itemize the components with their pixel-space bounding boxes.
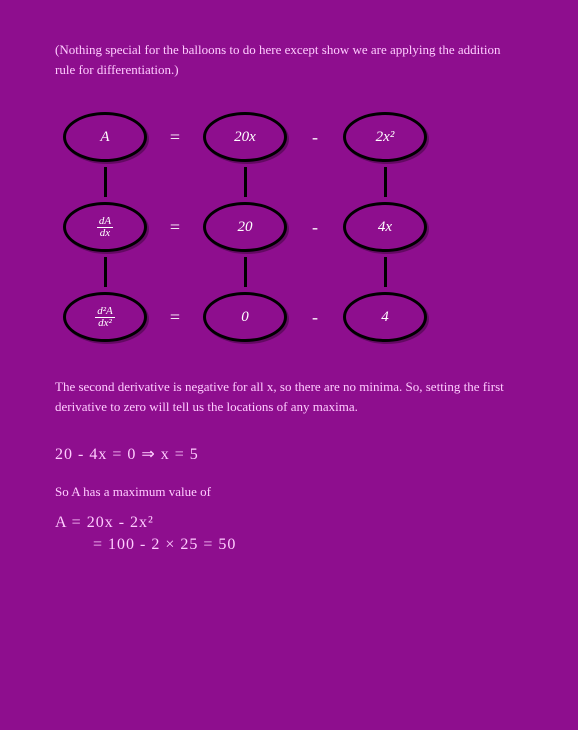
op-minus-3: - [312, 307, 318, 328]
equation-A-line2: = 100 - 2 × 25 = 50 [55, 536, 523, 554]
equation-solve-x: 20 - 4x = 0 ⇒ x = 5 [55, 444, 523, 464]
max-value-paragraph: So A has a maximum value of [55, 482, 523, 502]
op-eq-3: = [170, 307, 180, 328]
balloon-20x: 20x [203, 112, 287, 162]
frac-num: d²A [95, 306, 115, 318]
balloon-d2Adx2: d²A dx² [63, 292, 147, 342]
second-deriv-paragraph: The second derivative is negative for al… [55, 377, 523, 416]
op-minus-2: - [312, 217, 318, 238]
connector [384, 167, 387, 197]
balloon-A: A [63, 112, 147, 162]
balloon-4x: 4x [343, 202, 427, 252]
equation-A-line1: A = 20x - 2x² [55, 514, 523, 532]
connector [104, 257, 107, 287]
connector [384, 257, 387, 287]
frac-num: dA [97, 216, 113, 228]
balloon-diagram: A = 20x - 2x² dA dx = 20 - 4x d²A dx² = … [55, 107, 523, 347]
balloon-20: 20 [203, 202, 287, 252]
op-minus-1: - [312, 127, 318, 148]
frac-den: dx² [96, 318, 114, 329]
balloon-4: 4 [343, 292, 427, 342]
connector [244, 167, 247, 197]
connector [244, 257, 247, 287]
op-eq-2: = [170, 217, 180, 238]
frac-den: dx [98, 228, 112, 239]
intro-paragraph: (Nothing special for the balloons to do … [55, 40, 523, 79]
balloon-0: 0 [203, 292, 287, 342]
connector [104, 167, 107, 197]
balloon-dAdx: dA dx [63, 202, 147, 252]
balloon-2x2: 2x² [343, 112, 427, 162]
op-eq-1: = [170, 127, 180, 148]
